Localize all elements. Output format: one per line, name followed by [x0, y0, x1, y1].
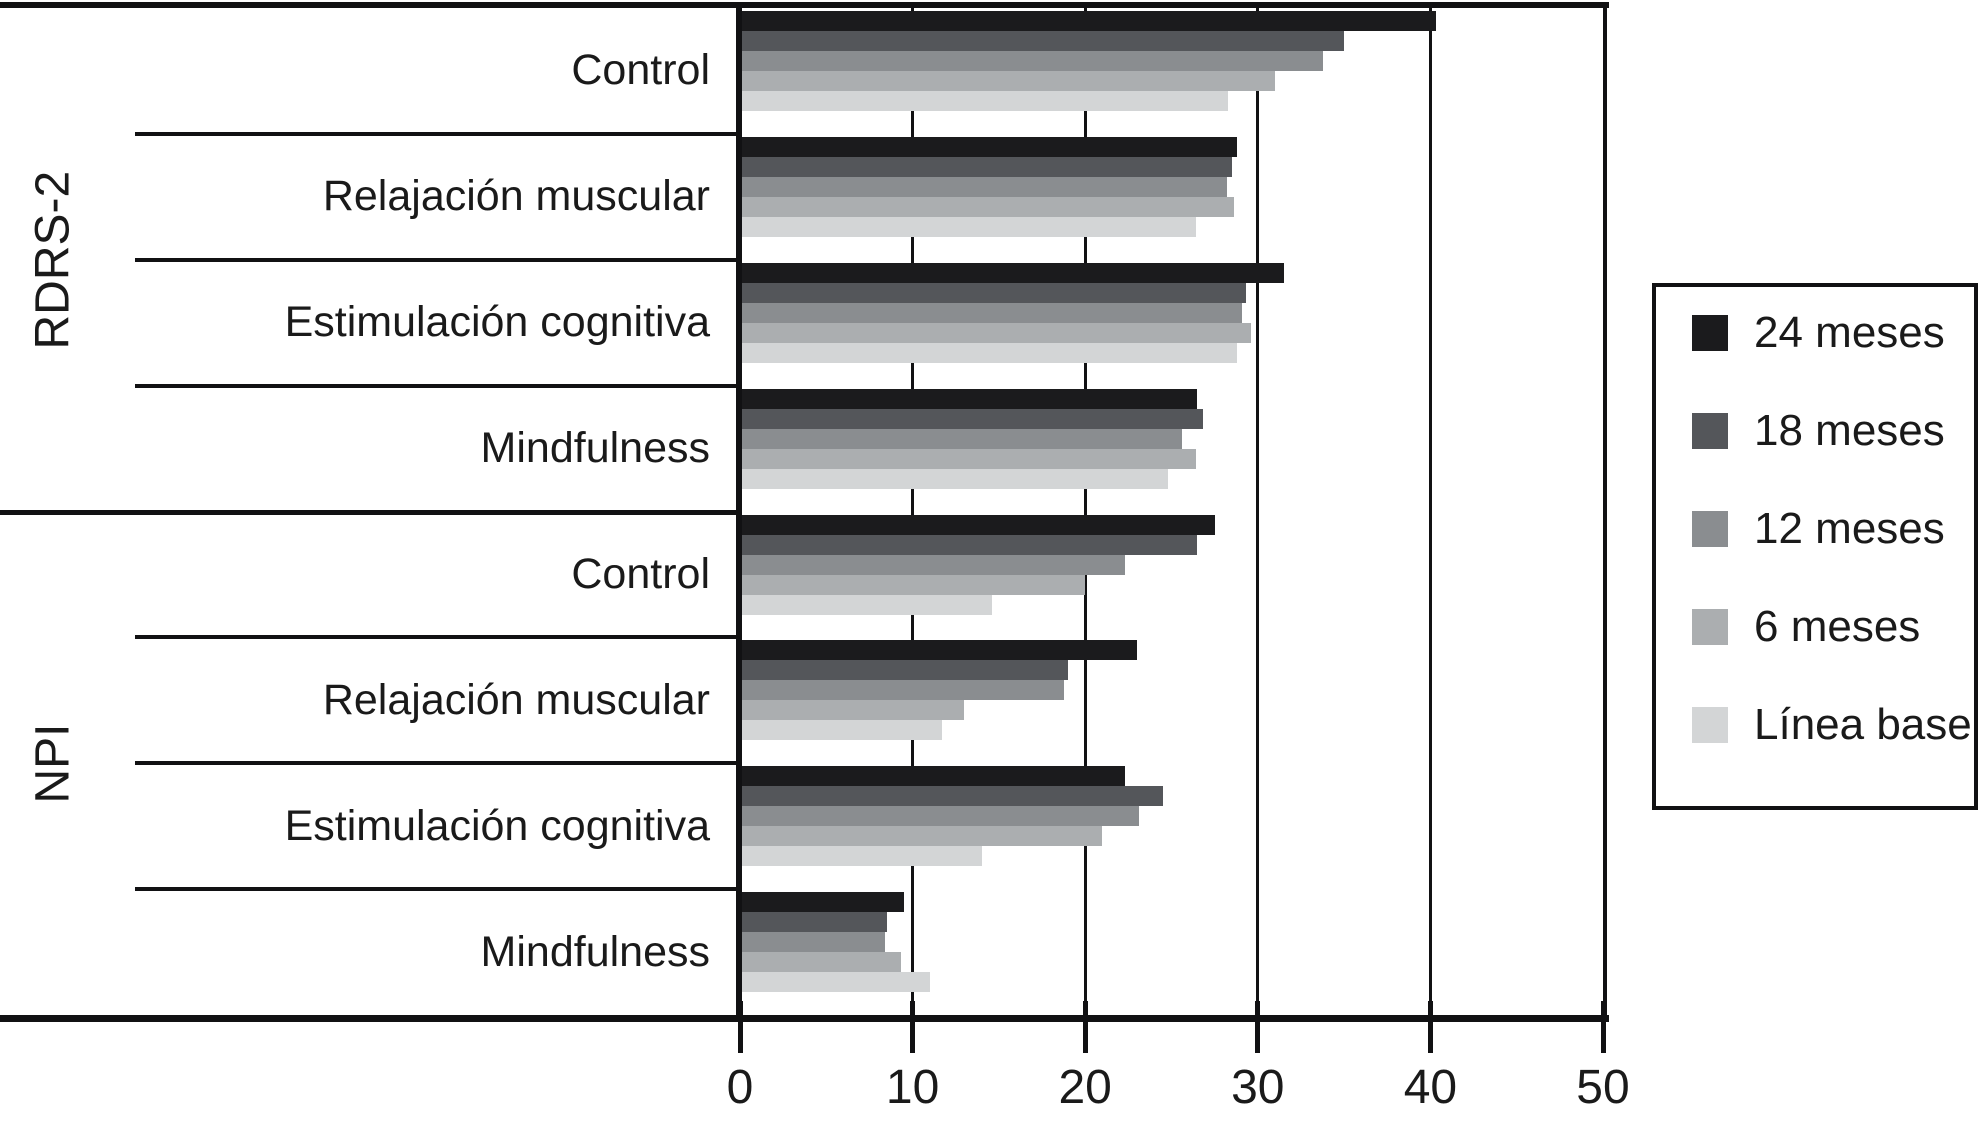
legend-swatch-24-meses: [1692, 315, 1728, 351]
legend-label-l-nea-base: Línea base: [1754, 700, 1972, 749]
x-tick-0: [737, 1001, 743, 1053]
x-tick-label-50: 50: [1576, 1061, 1630, 1114]
bar-rdrs-2-mindfulness-l-nea-base: [740, 468, 1169, 489]
scale-label-npi: NPI: [26, 723, 80, 804]
bar-npi-mindfulness-18-meses: [740, 912, 887, 933]
bar-rdrs-2-relajaci-n-muscular-12-meses: [740, 176, 1227, 197]
bar-npi-relajaci-n-muscular-24-meses: [740, 640, 1137, 661]
category-separator: [135, 635, 740, 640]
legend-item-6-meses: 6 meses: [1692, 601, 1920, 653]
legend-item-24-meses: 24 meses: [1692, 307, 1945, 359]
x-tick-label-20: 20: [1058, 1061, 1112, 1114]
gridline-30: [1256, 8, 1260, 1015]
plot-right-border: [1603, 2, 1607, 1022]
legend-label-6-meses: 6 meses: [1754, 602, 1921, 651]
bar-rdrs-2-control-18-meses: [740, 31, 1345, 51]
bar-rdrs-2-estimulaci-n-cognitiva-18-meses: [740, 282, 1246, 303]
category-separator: [135, 887, 740, 892]
bar-npi-relajaci-n-muscular-12-meses: [740, 680, 1065, 701]
bar-rdrs-2-relajaci-n-muscular-18-meses: [740, 156, 1232, 177]
bar-npi-control-24-meses: [740, 514, 1215, 535]
bar-npi-mindfulness-24-meses: [740, 892, 904, 913]
category-label-estimulaci-n-cognitiva: Estimulación cognitiva: [284, 298, 710, 347]
legend-item-18-meses: 18 meses: [1692, 405, 1945, 457]
bar-npi-mindfulness-12-meses: [740, 932, 885, 953]
category-label-control: Control: [571, 46, 710, 95]
bar-npi-control-l-nea-base: [740, 594, 992, 615]
x-axis-line: [0, 1015, 1609, 1022]
bar-rdrs-2-mindfulness-18-meses: [740, 408, 1203, 429]
gridline-40: [1428, 8, 1432, 1015]
bar-npi-relajaci-n-muscular-6-meses: [740, 700, 965, 721]
bar-rdrs-2-estimulaci-n-cognitiva-12-meses: [740, 302, 1243, 323]
bar-rdrs-2-mindfulness-6-meses: [740, 448, 1196, 469]
legend-swatch-18-meses: [1692, 413, 1728, 449]
category-label-relajaci-n-muscular: Relajación muscular: [322, 172, 710, 221]
scale-group-separator: [0, 509, 740, 515]
bar-npi-estimulaci-n-cognitiva-12-meses: [740, 806, 1139, 827]
bar-rdrs-2-mindfulness-24-meses: [740, 388, 1198, 409]
bar-npi-estimulaci-n-cognitiva-18-meses: [740, 786, 1163, 807]
category-separator: [135, 257, 740, 262]
x-tick-30: [1255, 1001, 1261, 1053]
legend-label-12-meses: 12 meses: [1754, 504, 1945, 553]
bar-npi-estimulaci-n-cognitiva-24-meses: [740, 766, 1125, 787]
category-separator: [135, 131, 740, 136]
bar-rdrs-2-relajaci-n-muscular-6-meses: [740, 196, 1234, 217]
bar-rdrs-2-control-24-meses: [740, 11, 1436, 31]
bar-rdrs-2-estimulaci-n-cognitiva-l-nea-base: [740, 342, 1238, 363]
bar-rdrs-2-estimulaci-n-cognitiva-6-meses: [740, 322, 1251, 343]
bar-rdrs-2-estimulaci-n-cognitiva-24-meses: [740, 262, 1284, 283]
bar-rdrs-2-control-12-meses: [740, 51, 1324, 71]
gridline-20: [1083, 8, 1087, 1015]
bar-npi-mindfulness-l-nea-base: [740, 972, 930, 993]
bar-npi-control-6-meses: [740, 574, 1086, 595]
legend-swatch-12-meses: [1692, 511, 1728, 547]
gridline-10: [911, 8, 915, 1015]
x-tick-label-40: 40: [1403, 1061, 1458, 1114]
category-label-control: Control: [571, 549, 710, 598]
x-tick-20: [1082, 1001, 1088, 1053]
x-tick-40: [1427, 1001, 1433, 1053]
legend-label-18-meses: 18 meses: [1754, 406, 1945, 455]
legend-item-12-meses: 12 meses: [1692, 503, 1945, 555]
category-label-mindfulness: Mindfulness: [480, 927, 710, 976]
bar-rdrs-2-mindfulness-12-meses: [740, 428, 1182, 449]
legend-item-l-nea-base: Línea base: [1692, 699, 1972, 751]
plot-top-border: [0, 2, 1609, 8]
category-label-estimulaci-n-cognitiva: Estimulación cognitiva: [284, 801, 710, 850]
bar-rdrs-2-relajaci-n-muscular-l-nea-base: [740, 216, 1196, 237]
category-separator: [135, 761, 740, 766]
bar-npi-mindfulness-6-meses: [740, 952, 901, 973]
x-tick-label-10: 10: [885, 1061, 940, 1114]
bar-rdrs-2-control-6-meses: [740, 71, 1276, 91]
legend-swatch-l-nea-base: [1692, 707, 1728, 743]
category-label-relajaci-n-muscular: Relajación muscular: [322, 675, 710, 724]
bar-rdrs-2-control-l-nea-base: [740, 91, 1229, 111]
bar-npi-control-12-meses: [740, 554, 1125, 575]
bar-npi-estimulaci-n-cognitiva-l-nea-base: [740, 846, 982, 867]
legend-swatch-6-meses: [1692, 609, 1728, 645]
x-tick-label-30: 30: [1231, 1061, 1285, 1114]
legend-label-24-meses: 24 meses: [1754, 308, 1945, 357]
bar-npi-estimulaci-n-cognitiva-6-meses: [740, 826, 1103, 847]
category-label-mindfulness: Mindfulness: [480, 424, 710, 473]
category-separator: [135, 383, 740, 388]
x-tick-label-0: 0: [726, 1061, 754, 1114]
x-tick-50: [1600, 1001, 1606, 1053]
scale-label-rdrs-2: RDRS-2: [26, 170, 80, 350]
bar-npi-control-18-meses: [740, 534, 1198, 555]
legend-box: 24 meses 18 meses 12 meses 6 meses Línea bas…: [1652, 283, 1978, 810]
bar-npi-relajaci-n-muscular-l-nea-base: [740, 720, 942, 741]
x-tick-10: [910, 1001, 916, 1053]
bar-npi-relajaci-n-muscular-18-meses: [740, 660, 1068, 681]
bar-rdrs-2-relajaci-n-muscular-24-meses: [740, 136, 1238, 157]
